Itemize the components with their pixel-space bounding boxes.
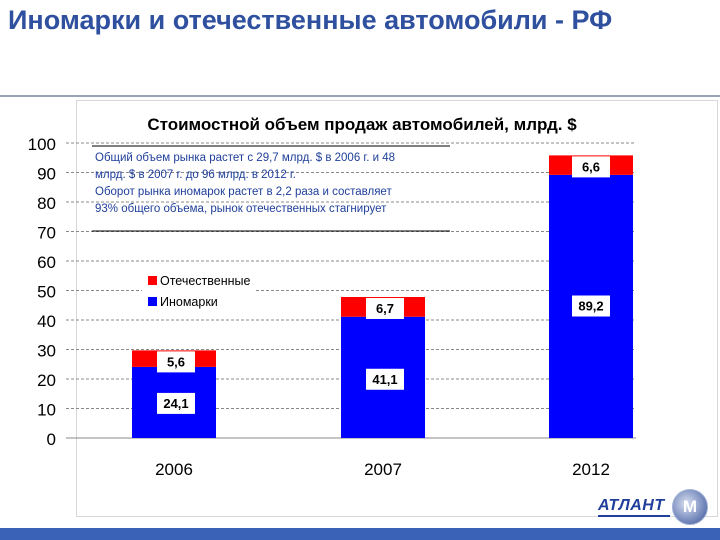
annotation-line: 93% общего объема, рынок отечественных с… [95, 203, 387, 215]
slide-title: Иномарки и отечественные автомобили - РФ [8, 5, 613, 35]
legend: Отечественные Иномарки [142, 267, 256, 311]
annotation-line: Оборот рынка иномарок растет в 2,2 раза … [95, 186, 392, 198]
data-label-foreign-2007-box [366, 368, 404, 390]
y-tick-label: 50 [37, 283, 56, 302]
data-label-domestic-2007-box [366, 297, 404, 319]
data-label-foreign-2012-box [572, 295, 610, 317]
data-label-foreign-2012: 89,2 [578, 299, 603, 314]
data-label-foreign-2007: 41,1 [372, 372, 397, 387]
data-label-domestic-2012-box [572, 156, 610, 178]
data-label-domestic-2012: 6,6 [582, 159, 600, 174]
data-label-domestic-2006: 5,6 [167, 354, 185, 369]
legend-swatch [148, 276, 157, 285]
legend-label: Иномарки [160, 295, 218, 309]
x-tick-label: 2007 [364, 460, 402, 479]
annotation-box: Общий объем рынка растет с 29,7 млрд. $ … [92, 145, 450, 232]
annotation-line: млрд. $ в 2007 г. до 96 млрд. в 2012 г. [95, 169, 296, 181]
y-tick-label: 70 [37, 224, 56, 243]
chart-title: Стоимостной объем продаж автомобилей, мл… [147, 115, 577, 134]
annotation-line: Общий объем рынка растет с 29,7 млрд. $ … [95, 152, 395, 164]
legend-swatch [148, 297, 157, 306]
y-tick-label: 90 [37, 165, 56, 184]
logo-mark: M [682, 497, 698, 516]
logo-underline [598, 515, 670, 517]
x-axis-ticks: 2006 2007 2012 [155, 460, 610, 479]
x-tick-label: 2012 [572, 460, 610, 479]
annotation-text: Общий объем рынка растет с 29,7 млрд. $ … [95, 152, 395, 215]
bars: 5,6 24,1 6,7 41,1 6,6 89,2 [132, 155, 633, 439]
y-tick-label: 30 [37, 342, 56, 361]
y-tick-label: 60 [37, 253, 56, 272]
data-label-foreign-2006: 24,1 [163, 396, 188, 411]
y-tick-label: 100 [28, 135, 56, 154]
atlant-logo: АТЛАНТ M [598, 488, 714, 525]
y-axis-ticks: 0 10 20 30 40 50 60 70 80 90 100 [28, 135, 56, 449]
data-label-foreign-2006-box [157, 392, 195, 414]
data-label-domestic-2006-box [157, 351, 195, 373]
data-label-domestic-2007: 6,7 [376, 301, 394, 316]
y-tick-label: 40 [37, 312, 56, 331]
title-divider [0, 95, 720, 97]
y-tick-label: 20 [37, 371, 56, 390]
y-tick-label: 80 [37, 194, 56, 213]
logo-wordmark: АТЛАНТ [598, 497, 665, 514]
globe-icon: M [672, 489, 708, 525]
x-tick-label: 2006 [155, 460, 193, 479]
bottom-bar [0, 528, 720, 540]
y-tick-label: 10 [37, 401, 56, 420]
legend-box [142, 267, 256, 311]
y-tick-label: 0 [47, 430, 56, 449]
legend-label: Отечественные [160, 274, 251, 288]
